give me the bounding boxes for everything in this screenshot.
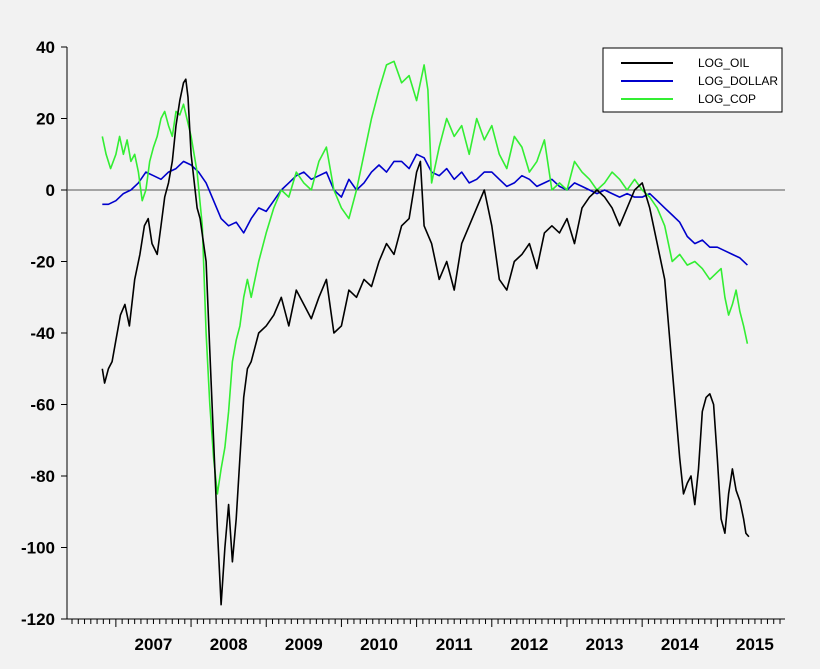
x-tick-label: 2007	[135, 635, 173, 654]
x-tick-label: 2014	[661, 635, 699, 654]
y-tick-label: 20	[36, 110, 55, 129]
legend-label: LOG_COP	[698, 92, 756, 106]
y-tick-label: -60	[30, 396, 55, 415]
y-tick-label: -80	[30, 467, 55, 486]
legend-label: LOG_DOLLAR	[698, 74, 778, 88]
x-tick-label: 2015	[736, 635, 774, 654]
series-line-log-cop	[101, 60, 749, 495]
legend: LOG_OIL LOG_DOLLAR LOG_COP	[602, 47, 783, 113]
x-axis: 2007 2008 2009 2010 2011 2012 2013 2014 2015	[71, 619, 781, 654]
y-tick-label: -20	[30, 253, 55, 272]
x-tick-label: 2010	[360, 635, 398, 654]
y-tick-label: -40	[30, 324, 55, 343]
y-tick-label: -120	[21, 610, 55, 629]
x-tick-label: 2013	[586, 635, 624, 654]
series-line-log-oil	[101, 78, 750, 606]
x-tick-label: 2011	[436, 635, 473, 654]
y-tick-label: 40	[36, 38, 55, 57]
series-layer	[101, 60, 750, 606]
y-tick-label: 0	[46, 181, 55, 200]
series-line-log-dollar	[102, 153, 748, 266]
y-tick-label: -100	[21, 539, 55, 558]
legend-label: LOG_OIL	[698, 56, 750, 70]
x-tick-label: 2008	[210, 635, 248, 654]
y-axis: -120 -100 -80 -60 -40 -20 0 20 40	[21, 38, 67, 629]
x-tick-label: 2009	[285, 635, 323, 654]
x-tick-label: 2012	[510, 635, 548, 654]
